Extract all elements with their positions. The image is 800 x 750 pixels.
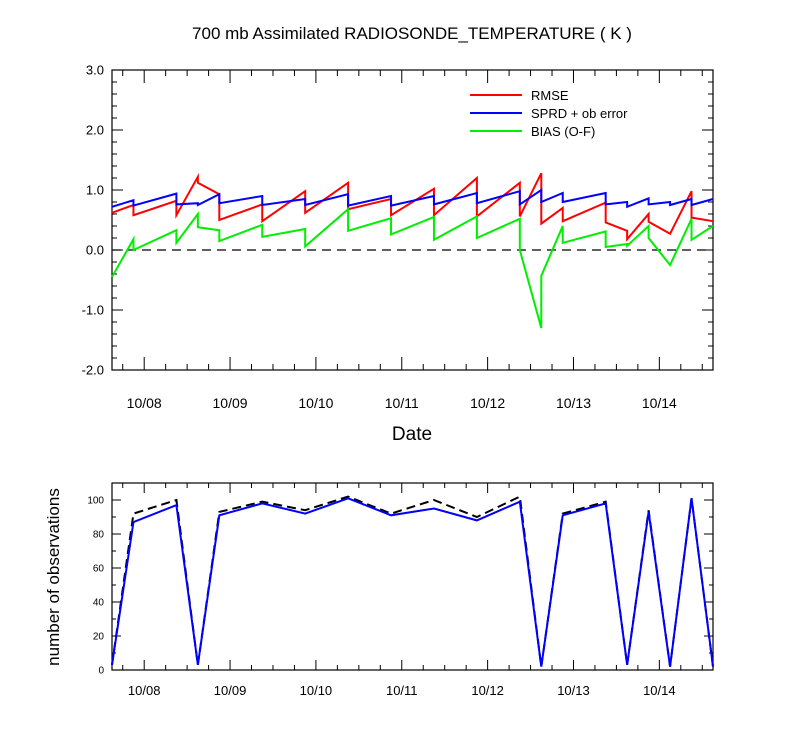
y-tick-label: 3.0 [86, 63, 104, 78]
x-axis-label: Date [392, 424, 432, 445]
plot-frame [111, 69, 714, 371]
x-tick-label: 10/11 [385, 395, 419, 411]
x-tick-label: 10/14 [643, 683, 676, 698]
chart-title: 700 mb Assimilated RADIOSONDE_TEMPERATUR… [192, 24, 632, 43]
y-axis-label-observations: number of observations [44, 488, 63, 666]
x-tick-label: 10/13 [557, 683, 590, 698]
x-tick-label: 10/13 [556, 395, 591, 411]
series-line-rmse [111, 172, 714, 242]
series-line-bias-o-f [111, 207, 714, 329]
legend: RMSE SPRD + ob error BIAS (O-F) [470, 88, 628, 139]
legend-label: BIAS (O-F) [531, 124, 595, 139]
y-tick-label: 1.0 [86, 183, 104, 198]
top-panel: 10/08 10/09 10/10 10/11 10/12 10/13 10/14 -2.0 -… [82, 63, 714, 411]
y-tick-label: 20 [93, 632, 105, 643]
series-line-solid [111, 497, 714, 667]
x-tick-label: 10/09 [214, 683, 247, 698]
y-tick-label: 60 [93, 564, 105, 575]
legend-label: SPRD + ob error [531, 106, 628, 121]
y-tick-label: 40 [93, 598, 105, 609]
y-tick-label: 80 [93, 530, 105, 541]
plot-frame [111, 482, 714, 671]
x-tick-label: 10/09 [213, 395, 248, 411]
x-tick-label: 10/11 [386, 683, 418, 698]
x-tick-label: 10/08 [128, 683, 161, 698]
y-tick-label: 100 [87, 496, 104, 507]
series-line-sprd-ob-error [111, 188, 714, 209]
bottom-panel: 10/08 10/09 10/10 10/11 10/12 10/13 10/14 0 20 40… [87, 482, 714, 698]
x-tick-label: 10/10 [298, 395, 333, 411]
x-tick-label: 10/12 [470, 395, 505, 411]
y-tick-label: 0 [98, 666, 104, 677]
y-tick-label: -1.0 [82, 303, 104, 318]
y-tick-label: 0.0 [86, 243, 104, 258]
x-tick-label: 10/08 [127, 395, 162, 411]
x-tick-label: 10/10 [300, 683, 333, 698]
y-tick-label: -2.0 [82, 363, 104, 378]
x-tick-label: 10/12 [471, 683, 504, 698]
legend-label: RMSE [531, 88, 569, 103]
x-tick-label: 10/14 [642, 395, 677, 411]
y-tick-label: 2.0 [86, 123, 104, 138]
